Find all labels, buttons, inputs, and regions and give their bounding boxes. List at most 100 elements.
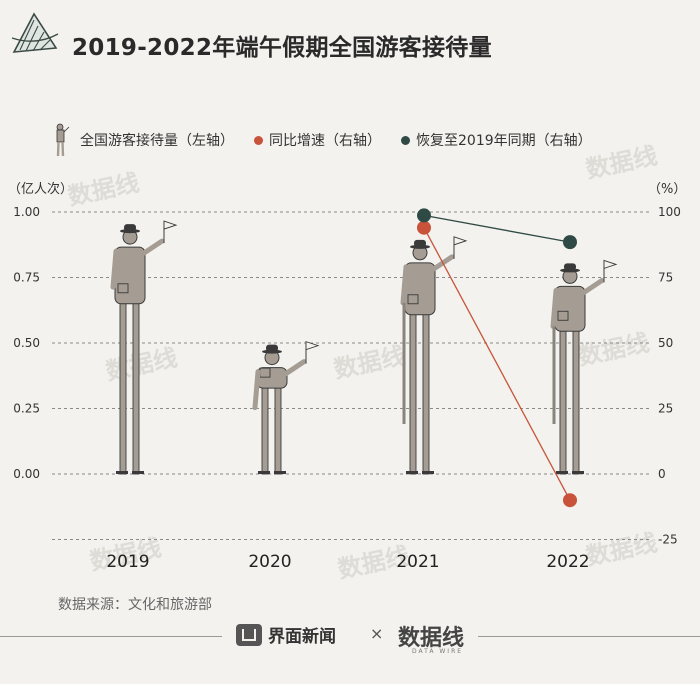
visitor-figure-bar — [252, 340, 320, 475]
zongzi-icon — [11, 12, 59, 53]
right-tick-label: 100 — [658, 205, 681, 219]
figure-flag — [603, 259, 618, 270]
right-tick-label: 75 — [658, 271, 673, 285]
person-icon — [56, 123, 70, 157]
figure-hat — [564, 263, 576, 271]
figure-leg — [422, 310, 430, 475]
figure-torso — [404, 262, 436, 316]
brand-datawire: 数据线 — [398, 625, 465, 651]
legend-label-recovery: 恢复至2019年同期（右轴） — [416, 133, 592, 149]
left-tick-label: 1.00 — [13, 205, 40, 219]
legend-label-growth: 同比增速（右轴） — [269, 133, 381, 149]
page-title: 2019-2022年端午假期全国游客接待量 — [72, 35, 492, 61]
brand-jiemian-label: 界面新闻 — [268, 627, 336, 647]
figure-arm — [581, 277, 605, 295]
right-tick-label: 50 — [658, 336, 673, 350]
category-label: 2019 — [106, 552, 149, 572]
brand-separator: × — [370, 624, 384, 643]
figure-hat — [414, 239, 426, 247]
left-tick-label: 0.00 — [13, 467, 40, 481]
figure-flag — [453, 236, 468, 246]
watermark-text: 数据线 — [331, 341, 407, 384]
figure-bag — [407, 294, 419, 305]
figure-torso — [256, 367, 288, 389]
figure-hat-brim — [262, 349, 282, 354]
figure-bag — [259, 367, 271, 378]
figure-leg — [261, 383, 269, 475]
figure-leg — [119, 299, 127, 475]
watermark-text: 数据线 — [575, 328, 651, 371]
footer-line-right — [478, 636, 700, 637]
figure-arm — [110, 248, 119, 290]
watermark-text: 数据线 — [335, 541, 411, 584]
category-label: 2020 — [248, 552, 291, 572]
figure-flag — [305, 340, 320, 351]
visitor-figure-bar — [550, 259, 618, 475]
figure-leg — [409, 310, 417, 475]
figure-head — [562, 268, 578, 284]
figure-hat — [124, 224, 136, 232]
figure-head — [412, 245, 428, 261]
left-tick-label: 0.25 — [13, 402, 40, 416]
figure-leg — [132, 299, 140, 475]
figure-arm — [431, 254, 455, 272]
figure-leg — [274, 383, 282, 475]
source-note: 数据来源：文化和旅游部 — [58, 597, 212, 613]
brand-datawire-sub: DATA WIRE — [412, 648, 464, 655]
figure-arm — [141, 238, 165, 256]
category-label: 2022 — [546, 552, 589, 572]
figure-hat-brim — [410, 244, 430, 249]
series-point — [417, 220, 431, 235]
right-tick-label: 25 — [658, 402, 673, 416]
footer-line-left — [0, 636, 222, 637]
watermark-text: 数据线 — [87, 533, 163, 576]
left-axis-label: （亿人次） — [8, 181, 73, 197]
right-tick-label: -25 — [658, 533, 678, 547]
left-tick-label: 0.75 — [13, 271, 40, 285]
figure-bag — [557, 310, 569, 321]
watermark-text: 数据线 — [583, 528, 659, 571]
figure-hat-brim — [120, 229, 140, 234]
figure-foot — [132, 471, 144, 474]
figure-arm — [283, 359, 307, 377]
visitor-figure-bar — [400, 236, 468, 475]
legend-dot-growth — [254, 135, 263, 145]
series-point — [563, 235, 577, 250]
figure-foot — [406, 471, 418, 474]
figure-foot — [116, 471, 128, 474]
figure-hat-brim — [560, 268, 580, 273]
figure-arm — [550, 287, 559, 329]
brand-jiemian: 界面新闻 — [236, 622, 336, 647]
figure-head — [122, 229, 138, 245]
figure-foot — [274, 471, 286, 474]
figure-torso — [114, 246, 146, 305]
category-label: 2021 — [396, 552, 439, 572]
watermark-text: 数据线 — [103, 343, 179, 386]
figure-bag — [117, 283, 129, 294]
left-tick-label: 0.50 — [13, 336, 40, 350]
legend: 全国游客接待量（左轴） 同比增速（右轴） 恢复至2019年同期（右轴） — [52, 122, 592, 158]
legend-dot-recovery — [401, 135, 410, 145]
watermark-text: 数据线 — [65, 168, 141, 211]
figure-leg — [559, 326, 567, 475]
figure-head — [264, 350, 280, 366]
figure-torso — [554, 285, 586, 332]
figure-flag — [163, 220, 178, 230]
visitor-figure-bar — [110, 220, 178, 475]
figure-leg — [572, 326, 580, 475]
series-line — [423, 214, 571, 243]
series-line — [423, 227, 571, 501]
figure-foot — [556, 471, 568, 474]
figure-arm — [252, 369, 261, 411]
footer: 界面新闻 × 数据线 DATA WIRE — [0, 620, 700, 655]
figure-arm — [400, 264, 409, 306]
series-point — [417, 208, 431, 223]
figure-hat — [266, 344, 278, 352]
watermark-text: 数据线 — [583, 141, 659, 184]
jiemian-logo-icon — [236, 623, 262, 646]
figure-foot — [422, 471, 434, 474]
right-tick-label: 0 — [658, 467, 666, 481]
figure-foot — [258, 471, 270, 474]
figure-foot — [572, 471, 584, 474]
